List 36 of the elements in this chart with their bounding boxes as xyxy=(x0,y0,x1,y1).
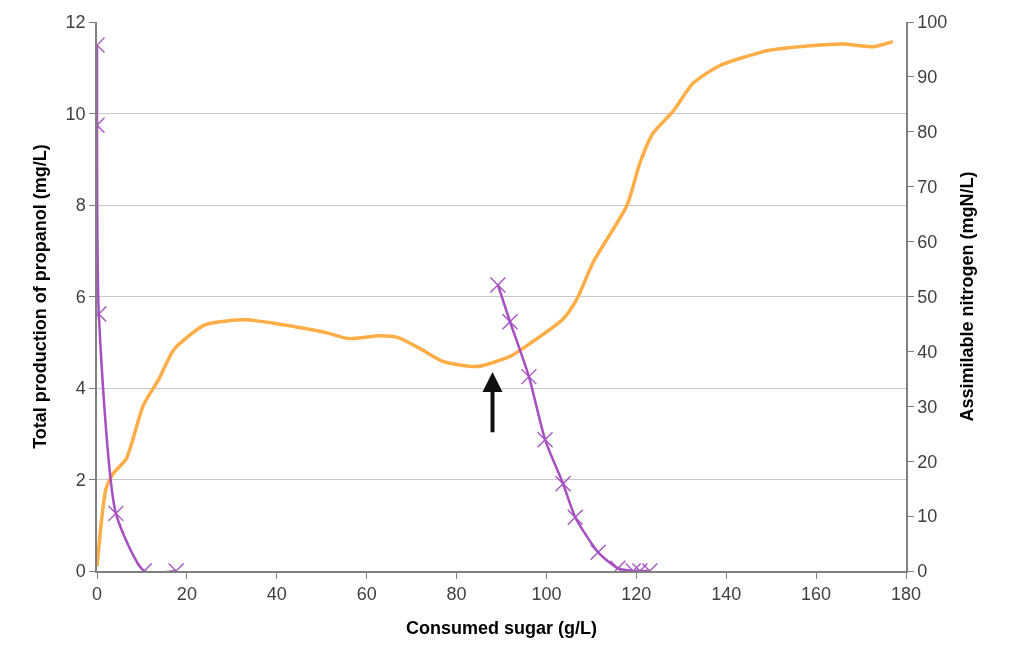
y-tick-label: 8 xyxy=(75,195,86,216)
x-tick-label: 20 xyxy=(176,584,197,605)
y2-tick-label: 40 xyxy=(917,341,938,362)
y2-tick-label: 100 xyxy=(917,12,948,33)
y2-tick-label: 80 xyxy=(917,122,938,143)
x-tick-label: 120 xyxy=(621,584,652,605)
y-tick-label: 0 xyxy=(75,561,86,582)
point xyxy=(536,431,554,448)
y-tick-label: 6 xyxy=(75,286,86,307)
x-tick-label: 100 xyxy=(531,584,562,605)
y2-axis-title: Assimilable nitrogen (mgN/L) xyxy=(957,171,977,422)
x-tick-label: 40 xyxy=(266,584,287,605)
y2-tick-label: 30 xyxy=(917,396,938,417)
x-tick-label: 60 xyxy=(356,584,377,605)
y2-tick-label: 10 xyxy=(917,506,938,527)
x-tick-label: 80 xyxy=(446,584,467,605)
y-tick-label: 12 xyxy=(65,12,86,33)
y2-tick-label: 60 xyxy=(917,231,938,252)
point xyxy=(501,313,519,330)
x-tick-label: 140 xyxy=(711,584,742,605)
y-tick-label: 10 xyxy=(65,103,86,124)
y2-tick-label: 50 xyxy=(917,286,938,307)
y2-tick-label: 90 xyxy=(917,67,938,88)
y-tick-label: 4 xyxy=(75,378,86,399)
x-axis-title: Consumed sugar (g/L) xyxy=(405,617,598,638)
x-tick-label: 160 xyxy=(801,584,832,605)
point xyxy=(489,276,507,294)
x-tick-label: 0 xyxy=(91,584,103,605)
y2-tick-label: 70 xyxy=(917,177,938,197)
y-tick-label: 2 xyxy=(75,469,86,490)
x-tick-label: 180 xyxy=(890,584,922,605)
y2-tick-label: 0 xyxy=(917,561,928,582)
point xyxy=(520,368,538,385)
line-series xyxy=(97,39,895,569)
y-axis-title: Total production of propanol (mg/L) xyxy=(30,144,51,449)
y2-tick-label: 20 xyxy=(917,451,938,472)
